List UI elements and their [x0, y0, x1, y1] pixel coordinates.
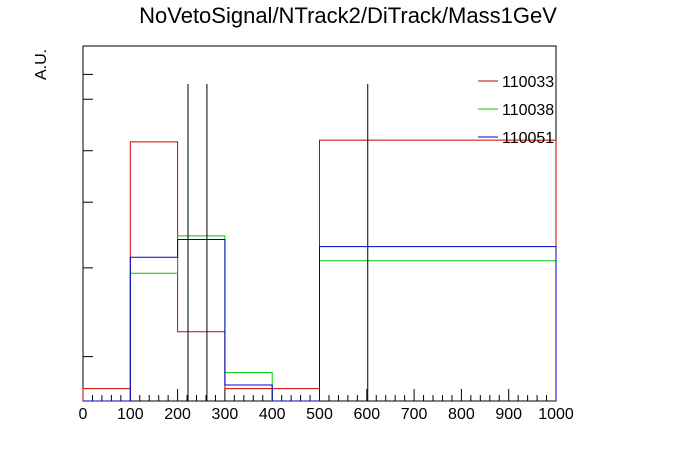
x-tick-label: 1000 — [538, 406, 574, 423]
x-axis: 0 100 200 300 400 500 600 700 800 900 1000 — [79, 389, 574, 423]
series-110051 — [83, 238, 557, 402]
x-tick-label: 800 — [448, 406, 475, 423]
x-tick-label: 700 — [401, 406, 428, 423]
x-tick-label: 0 — [79, 406, 88, 423]
legend-label: 110051 — [502, 130, 554, 147]
x-tick-label: 200 — [164, 406, 191, 423]
x-tick-label: 500 — [306, 406, 333, 423]
chart-title: NoVetoSignal/NTrack2/DiTrack/Mass1GeV — [139, 3, 557, 28]
legend-label: 110038 — [502, 102, 554, 119]
legend: 110033 110038 110051 — [478, 74, 554, 147]
legend-label: 110033 — [502, 74, 554, 91]
x-tick-label: 600 — [353, 406, 380, 423]
x-tick-label: 300 — [212, 406, 239, 423]
vertical-lines — [187, 84, 369, 401]
x-tick-label: 900 — [495, 406, 522, 423]
x-tick-label: 400 — [259, 406, 286, 423]
y-axis — [83, 73, 93, 358]
x-tick-label: 100 — [117, 406, 144, 423]
y-axis-label: A.U. — [33, 49, 50, 80]
series-layer — [82, 139, 557, 402]
